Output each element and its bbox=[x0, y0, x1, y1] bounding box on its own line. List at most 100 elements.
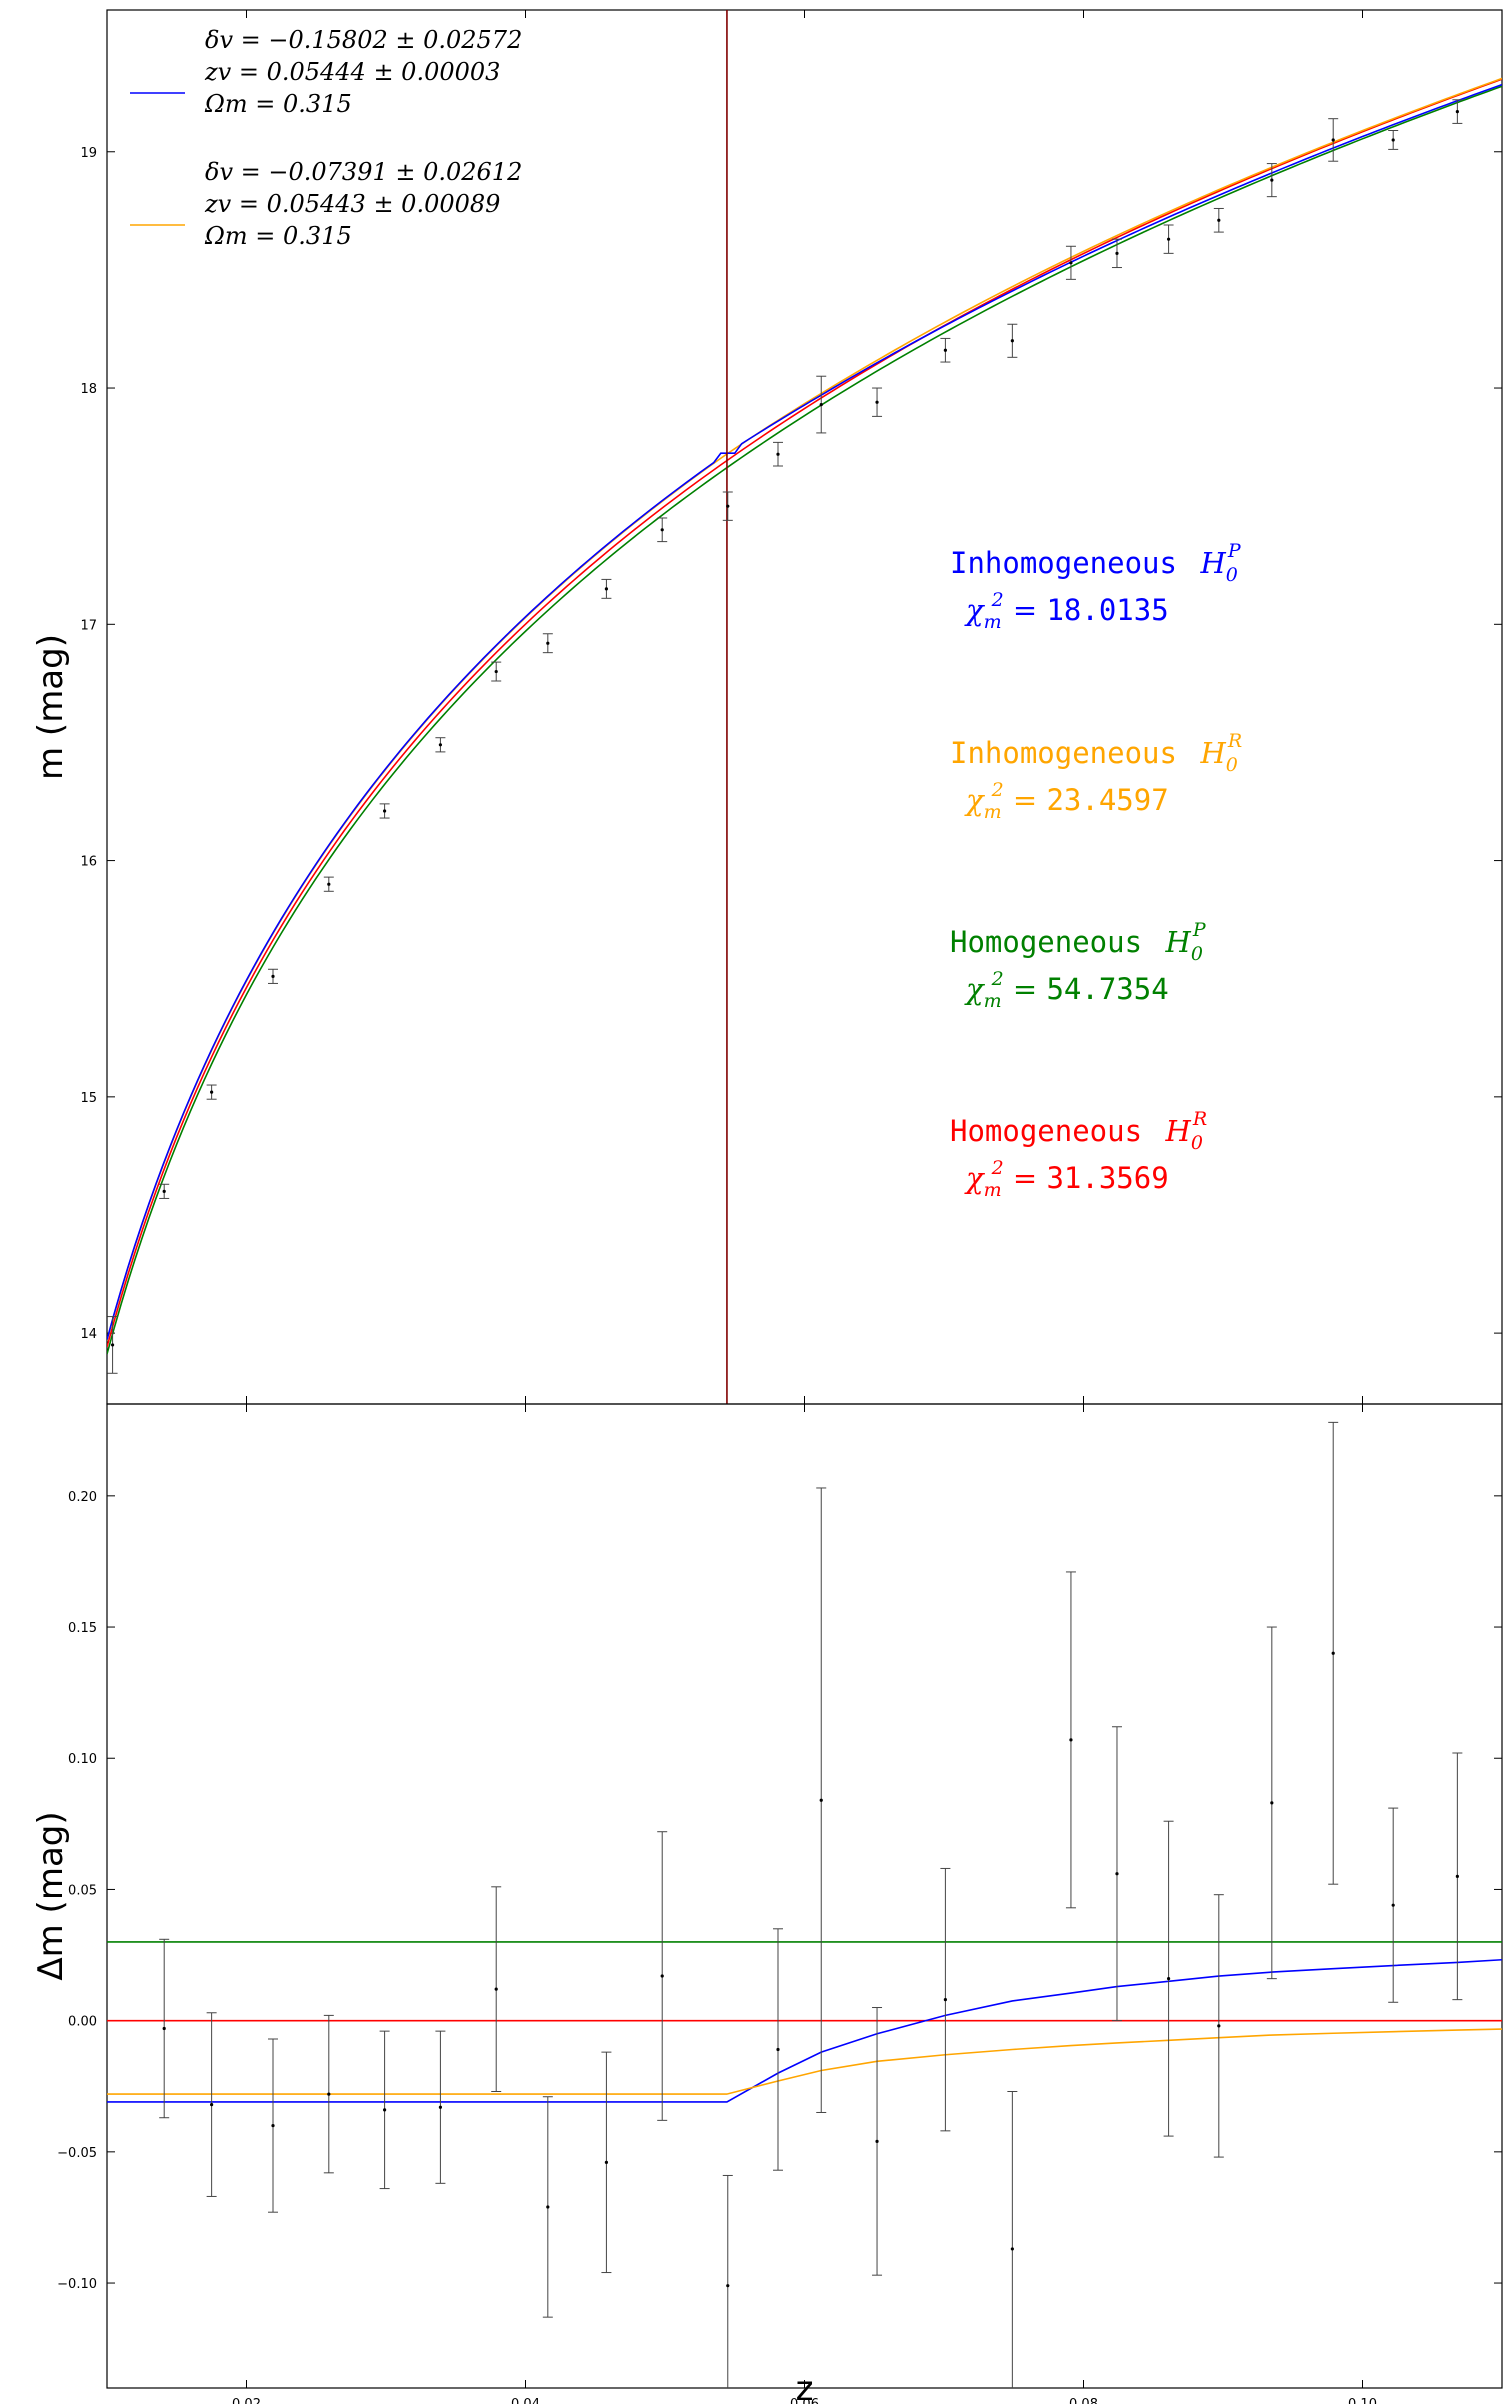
bottom-y-tick-label: 0.00 bbox=[68, 2015, 97, 2030]
bottom-data-point bbox=[816, 1487, 827, 2113]
top-data-point bbox=[206, 1084, 217, 1100]
top-data-point bbox=[1266, 163, 1277, 198]
bottom-x-tick-label: 0.04 bbox=[511, 2397, 540, 2404]
top-data-point bbox=[772, 441, 783, 467]
annotation-chi-square: χm2 = 54.7354 bbox=[964, 968, 1169, 1012]
bottom-data-point bbox=[323, 2014, 334, 2174]
legend-line: δv = −0.15802 ± 0.02572 bbox=[205, 26, 522, 54]
top-y-tick-label: 18 bbox=[80, 382, 97, 397]
legend-entry: δv = −0.15802 ± 0.02572 zv = 0.05444 ± 0.… bbox=[130, 26, 522, 118]
top-curve-hom_p bbox=[107, 85, 1502, 1355]
bottom-data-point bbox=[159, 1938, 170, 2119]
bottom-data-point bbox=[872, 2007, 883, 2276]
bottom-y-tick-label: −0.10 bbox=[57, 2277, 97, 2292]
bottom-curve-inh_r bbox=[107, 2028, 1502, 2095]
top-data-point bbox=[657, 517, 668, 543]
top-data-point bbox=[107, 1316, 118, 1374]
bottom-model-curves bbox=[107, 1941, 1502, 2103]
top-data-point bbox=[268, 968, 279, 984]
top-data-point bbox=[872, 387, 883, 417]
x-axis-label: z bbox=[796, 2369, 814, 2404]
legend-line: zv = 0.05444 ± 0.00003 bbox=[204, 58, 500, 86]
top-data-point bbox=[940, 337, 951, 363]
top-data-point bbox=[159, 1183, 170, 1199]
bottom-data-point bbox=[722, 2174, 733, 2388]
top-y-axis-label: m (mag) bbox=[31, 634, 71, 780]
bottom-data-point bbox=[1007, 2090, 1018, 2388]
bottom-data-point bbox=[206, 2012, 217, 2197]
bottom-data-point bbox=[1163, 1820, 1174, 2137]
annotation-model-name: Inhomogeneous H0R bbox=[950, 730, 1242, 776]
top-data-point bbox=[1007, 323, 1018, 358]
top-data-point bbox=[1388, 129, 1399, 150]
top-data-point bbox=[722, 491, 733, 521]
top-curve-inh_r bbox=[107, 77, 1502, 1341]
bottom-data-point bbox=[379, 2030, 390, 2190]
bottom-data-point bbox=[268, 2038, 279, 2213]
bottom-data-point bbox=[1213, 1894, 1224, 2158]
legend: δv = −0.15802 ± 0.02572 zv = 0.05444 ± 0.… bbox=[130, 26, 522, 250]
top-y-tick-label: 16 bbox=[80, 855, 97, 870]
top-data-points bbox=[107, 99, 1463, 1374]
bottom-y-tick-label: 0.20 bbox=[68, 1490, 97, 1505]
top-data-point bbox=[1328, 118, 1339, 162]
bottom-data-point bbox=[1452, 1752, 1463, 2001]
legend-entry: δv = −0.07391 ± 0.02612 zv = 0.05443 ± 0.… bbox=[130, 158, 522, 250]
bottom-x-tick-label: 0.08 bbox=[1069, 2397, 1098, 2404]
top-data-point bbox=[491, 661, 502, 682]
bottom-data-point bbox=[1328, 1421, 1339, 1885]
top-y-tick-label: 19 bbox=[80, 146, 97, 161]
bottom-data-point bbox=[601, 2051, 612, 2274]
bottom-data-point bbox=[1266, 1626, 1277, 1980]
top-data-point bbox=[435, 737, 446, 753]
top-data-point bbox=[1452, 99, 1463, 124]
top-data-point bbox=[1065, 245, 1076, 280]
annotation-chi-square: χm2 = 31.3569 bbox=[964, 1157, 1169, 1201]
annotation-model-name: Homogeneous H0R bbox=[950, 1108, 1207, 1154]
bottom-y-tick-label: 0.10 bbox=[68, 1752, 97, 1767]
bottom-y-axis-label: Δm (mag) bbox=[31, 1811, 71, 1980]
bottom-data-point bbox=[657, 1831, 668, 2121]
top-data-point bbox=[1163, 224, 1174, 254]
bottom-data-point bbox=[435, 2030, 446, 2184]
annotation-chi-square: χm2 = 23.4597 bbox=[964, 779, 1169, 823]
top-data-point bbox=[816, 375, 827, 434]
top-y-tick-label: 14 bbox=[80, 1327, 97, 1342]
legend-line: δv = −0.07391 ± 0.02612 bbox=[205, 158, 522, 186]
bottom-data-point bbox=[1111, 1726, 1122, 2022]
annotation-model-name: Homogeneous H0P bbox=[950, 919, 1207, 965]
top-data-point bbox=[1213, 207, 1224, 233]
bottom-x-tick-label: 0.10 bbox=[1348, 2397, 1377, 2404]
bottom-plot-frame bbox=[106, 1403, 1503, 2389]
top-curve-inh_p bbox=[107, 83, 1502, 1340]
bottom-data-point bbox=[1388, 1807, 1399, 2003]
legend-line: Ωm = 0.315 bbox=[204, 90, 352, 118]
bottom-data-point bbox=[1065, 1571, 1076, 1909]
bottom-data-point bbox=[772, 1928, 783, 2171]
annotation-chi-square: χm2 = 18.0135 bbox=[964, 589, 1169, 633]
annotation-model-name: Inhomogeneous H0P bbox=[950, 540, 1242, 586]
bottom-y-tick-label: −0.05 bbox=[57, 2146, 97, 2161]
bottom-data-point bbox=[542, 2096, 553, 2318]
bottom-curve-inh_p bbox=[107, 1958, 1502, 2103]
top-data-point bbox=[601, 578, 612, 599]
top-model-curves bbox=[107, 77, 1502, 1355]
bottom-plot: 0.02 0.04 0.06 0.08 0.10 −0.10 −0.05 0.00 0.05 0.… bbox=[31, 1403, 1503, 2404]
top-y-tick-label: 17 bbox=[80, 618, 97, 633]
bottom-data-points bbox=[159, 1421, 1463, 2388]
top-data-point bbox=[379, 803, 390, 819]
top-plot: 14 15 16 17 18 19 m (mag) δv = −0.15802 ± 0.025… bbox=[31, 9, 1503, 1405]
bottom-x-tick-label: 0.06 bbox=[790, 2397, 819, 2404]
top-plot-frame bbox=[106, 9, 1503, 1405]
top-curve-hom_r bbox=[107, 78, 1502, 1348]
top-data-point bbox=[1111, 238, 1122, 269]
bottom-y-tick-label: 0.05 bbox=[68, 1883, 97, 1898]
top-y-tick-label: 15 bbox=[80, 1091, 97, 1106]
bottom-data-point bbox=[491, 1886, 502, 2092]
